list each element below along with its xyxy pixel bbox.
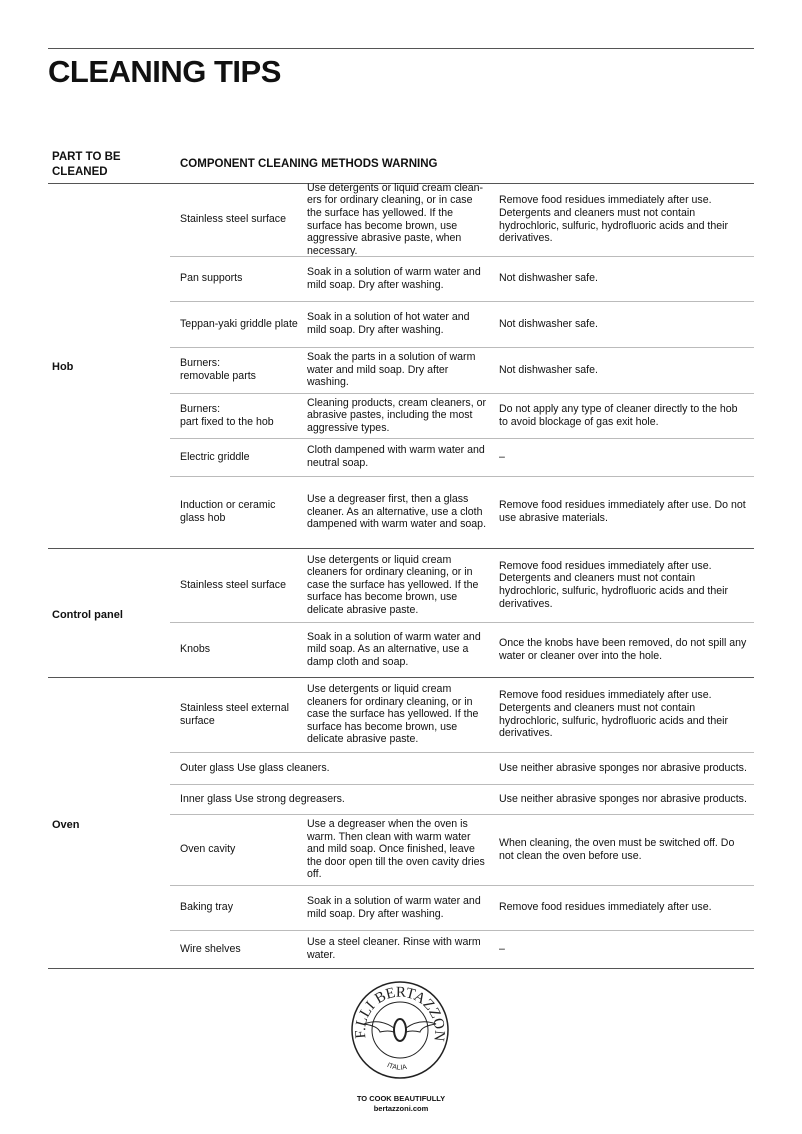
row-divider bbox=[170, 930, 754, 931]
group-label-oven: Oven bbox=[52, 819, 80, 831]
method-cell: Use a degreaser first, then a glass clea… bbox=[307, 493, 487, 531]
component-cell: Electric griddle bbox=[180, 450, 250, 463]
component-cell: Stainless steel external surface bbox=[180, 701, 289, 727]
warning-cell: Remove food residues immediately after u… bbox=[499, 689, 729, 740]
method-cell: Use detergents or liquid cream cleaners … bbox=[307, 553, 479, 616]
warning-cell: When cleaning, the oven must be switched… bbox=[499, 836, 735, 862]
method-cell: Use detergents or liquid cream cleaners … bbox=[307, 683, 479, 746]
component-cell: Induction or ceramic glass hob bbox=[180, 499, 276, 524]
row-divider bbox=[170, 622, 754, 623]
footer-website: bertazzoni.com bbox=[373, 1104, 429, 1113]
row-divider bbox=[170, 347, 754, 348]
header-part: PART TO BE CLEANED bbox=[52, 151, 121, 178]
warning-cell: Not dishwasher safe. bbox=[499, 317, 598, 330]
method-cell: Soak the parts in a solution of warm wat… bbox=[307, 351, 476, 389]
row-divider bbox=[170, 476, 754, 477]
warning-cell: Not dishwasher safe. bbox=[499, 363, 598, 376]
method-cell: Use a steel cleaner. Rinse with warm wat… bbox=[307, 936, 481, 961]
component-cell: Stainless steel surface bbox=[180, 578, 286, 591]
method-cell: Soak in a solution of warm water and mil… bbox=[307, 894, 481, 920]
row-divider bbox=[170, 885, 754, 886]
warning-cell: – bbox=[499, 450, 505, 463]
row-divider bbox=[170, 752, 754, 753]
warning-cell: Not dishwasher safe. bbox=[499, 272, 598, 285]
warning-cell: Use neither abrasive sponges nor abrasiv… bbox=[499, 792, 747, 805]
component-cell: Teppan-yaki griddle plate bbox=[180, 317, 298, 330]
method-cell: Use detergents or liquid cream clean-ers… bbox=[307, 181, 484, 257]
component-cell: Oven cavity bbox=[180, 843, 236, 856]
warning-cell: Use neither abrasive sponges nor abrasiv… bbox=[499, 761, 747, 774]
component-cell: Burners: part fixed to the hob bbox=[180, 402, 274, 428]
component-cell: Pan supports bbox=[180, 272, 243, 285]
method-cell: Cloth dampened with warm water and neutr… bbox=[307, 444, 485, 469]
row-divider bbox=[170, 393, 754, 394]
row-divider bbox=[48, 677, 754, 678]
component-cell: Baking tray bbox=[180, 901, 233, 914]
component-cell: Burners: removable parts bbox=[180, 357, 256, 382]
group-label-control-panel: Control panel bbox=[52, 609, 123, 621]
method-cell: Soak in a solution of warm water and mil… bbox=[307, 265, 481, 291]
row-divider bbox=[170, 814, 754, 815]
warning-cell: Once the knobs have been removed, do not… bbox=[499, 636, 747, 662]
row-divider bbox=[170, 256, 754, 257]
row-divider bbox=[48, 968, 754, 969]
row-divider bbox=[170, 784, 754, 785]
component-cell: Outer glass Use glass cleaners. bbox=[180, 761, 330, 774]
row-divider bbox=[170, 438, 754, 439]
method-cell: Use a degreaser when the oven is warm. T… bbox=[307, 818, 485, 881]
footer-tagline: TO COOK BEAUTIFULLY bbox=[356, 1094, 446, 1103]
method-cell: Soak in a solution of hot water and mild… bbox=[307, 311, 470, 336]
method-cell: Soak in a solution of warm water and mil… bbox=[307, 630, 481, 668]
row-divider bbox=[48, 548, 754, 549]
header-component-methods-warning: COMPONENT CLEANING METHODS WARNING bbox=[180, 158, 438, 170]
warning-cell: Remove food residues immediately after u… bbox=[499, 559, 729, 610]
component-cell: Stainless steel surface bbox=[180, 213, 286, 226]
component-cell: Inner glass Use strong degreasers. bbox=[180, 792, 345, 805]
component-cell: Knobs bbox=[180, 643, 211, 656]
warning-cell: Remove food residues immediately after u… bbox=[499, 499, 746, 524]
row-divider bbox=[170, 301, 754, 302]
method-cell: Cleaning products, cream cleaners, or ab… bbox=[307, 396, 487, 434]
group-label-hob: Hob bbox=[52, 361, 74, 373]
svg-text:ITALIA: ITALIA bbox=[386, 1062, 408, 1072]
top-rule bbox=[48, 48, 754, 49]
component-cell: Wire shelves bbox=[180, 942, 241, 955]
header-rule bbox=[48, 183, 754, 184]
warning-cell: Remove food residues immediately after u… bbox=[499, 901, 712, 914]
warning-cell: Remove food residues immediately after u… bbox=[499, 194, 729, 245]
page-title: CLEANING TIPS bbox=[48, 54, 281, 89]
warning-cell: Do not apply any type of cleaner directl… bbox=[499, 402, 738, 428]
warning-cell: – bbox=[499, 942, 505, 955]
